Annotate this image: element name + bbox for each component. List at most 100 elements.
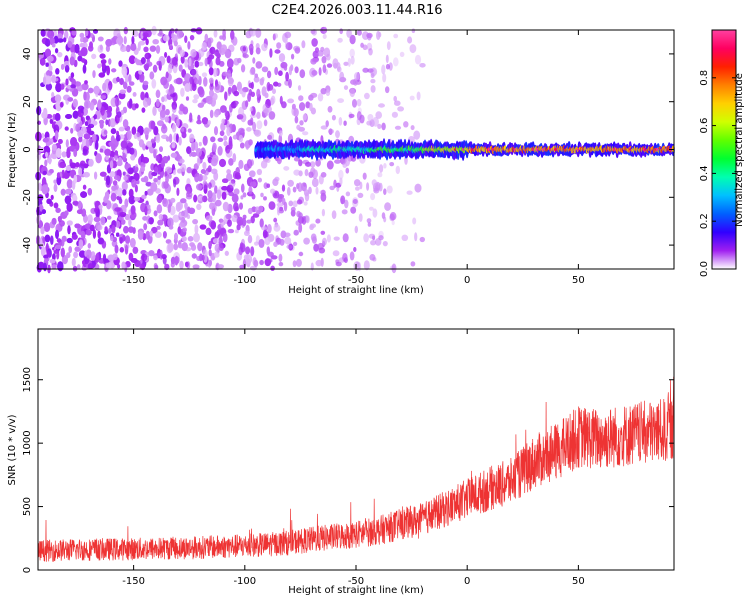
noise-cell	[67, 40, 73, 48]
noise-cell	[403, 121, 409, 128]
spectrogram-x-tick-label: 0	[464, 275, 470, 286]
noise-cell	[367, 222, 372, 227]
noise-cell	[221, 191, 227, 200]
noise-cell	[125, 235, 131, 245]
noise-cell	[317, 93, 324, 102]
noise-cell	[242, 87, 249, 93]
colorbar-frame	[711, 29, 737, 270]
noise-cell	[241, 183, 245, 193]
noise-cell	[143, 223, 148, 231]
noise-cell	[217, 146, 223, 156]
noise-cell	[349, 88, 355, 98]
noise-cell	[208, 77, 214, 84]
noise-cell	[114, 150, 118, 156]
noise-cell	[169, 45, 173, 50]
snr-y-tick-label: 500	[22, 497, 33, 516]
noise-cell	[259, 78, 264, 86]
noise-cell	[197, 114, 201, 122]
noise-cell	[153, 149, 157, 159]
spectrogram-x-ticks: -150 -100 -50 0 50	[122, 30, 585, 286]
noise-cell	[379, 164, 384, 173]
noise-cell	[156, 204, 163, 214]
noise-cell	[222, 178, 229, 183]
noise-cell	[259, 218, 264, 228]
noise-cell	[114, 154, 118, 161]
noise-cell	[362, 67, 369, 73]
noise-cell	[201, 41, 207, 51]
noise-cell	[49, 258, 56, 264]
noise-cell	[227, 219, 232, 227]
noise-cell	[413, 130, 421, 140]
noise-cell	[305, 161, 312, 167]
noise-cell	[340, 195, 346, 205]
noise-cell	[206, 37, 212, 48]
noise-cell	[121, 66, 128, 76]
noise-cell	[419, 236, 425, 243]
noise-cell	[293, 241, 298, 246]
noise-cell	[366, 32, 373, 39]
noise-cell	[177, 244, 183, 249]
noise-cell	[378, 103, 385, 108]
noise-cell	[245, 100, 249, 108]
noise-cell	[273, 224, 281, 232]
noise-cell	[98, 72, 106, 78]
noise-cell	[362, 172, 367, 180]
noise-cell	[301, 40, 306, 49]
noise-cell	[381, 64, 386, 75]
noise-cell	[211, 168, 218, 175]
spectrogram-carrier	[254, 138, 675, 161]
noise-cell	[48, 65, 53, 72]
noise-cell	[41, 184, 49, 195]
noise-cell	[87, 123, 95, 129]
noise-cell	[328, 128, 334, 134]
noise-cell	[383, 188, 387, 195]
noise-cell	[240, 142, 245, 149]
noise-cell	[339, 71, 345, 82]
noise-cell	[343, 61, 349, 66]
noise-cell	[349, 48, 355, 58]
noise-cell	[186, 146, 192, 155]
noise-cell	[126, 44, 131, 53]
noise-cell	[267, 224, 272, 234]
noise-cell	[77, 55, 83, 62]
noise-cell	[336, 62, 341, 71]
noise-cell	[335, 130, 340, 139]
noise-cell	[419, 63, 426, 68]
noise-cell	[357, 192, 364, 198]
noise-cell	[233, 90, 240, 97]
noise-cell	[228, 158, 234, 166]
noise-cell	[111, 143, 116, 152]
noise-cell	[180, 127, 185, 132]
noise-cell	[353, 78, 358, 86]
noise-cell	[155, 134, 161, 143]
noise-cell	[209, 46, 216, 55]
noise-cell	[298, 170, 303, 177]
noise-cell	[180, 87, 185, 97]
noise-cell	[205, 215, 213, 222]
noise-cell	[264, 258, 271, 267]
noise-cell	[273, 81, 279, 87]
noise-cell	[349, 34, 356, 45]
noise-cell	[343, 120, 347, 126]
noise-cell	[87, 263, 94, 270]
noise-cell	[53, 202, 59, 209]
noise-cell	[71, 234, 78, 240]
noise-cell	[134, 57, 138, 63]
noise-cell	[65, 139, 69, 148]
noise-cell	[407, 36, 413, 44]
noise-cell	[292, 186, 297, 193]
noise-cell	[220, 105, 227, 113]
noise-cell	[394, 100, 401, 106]
noise-cell	[189, 242, 195, 247]
snr-y-tick-label: 1500	[22, 367, 33, 392]
noise-cell	[343, 61, 349, 66]
noise-cell	[122, 189, 127, 196]
noise-cell	[345, 167, 350, 174]
noise-cell	[368, 233, 376, 239]
noise-cell	[403, 121, 409, 128]
noise-cell	[140, 91, 145, 101]
noise-cell	[228, 191, 235, 197]
noise-cell	[55, 207, 61, 213]
noise-cell	[348, 113, 355, 118]
noise-cell	[187, 128, 192, 133]
